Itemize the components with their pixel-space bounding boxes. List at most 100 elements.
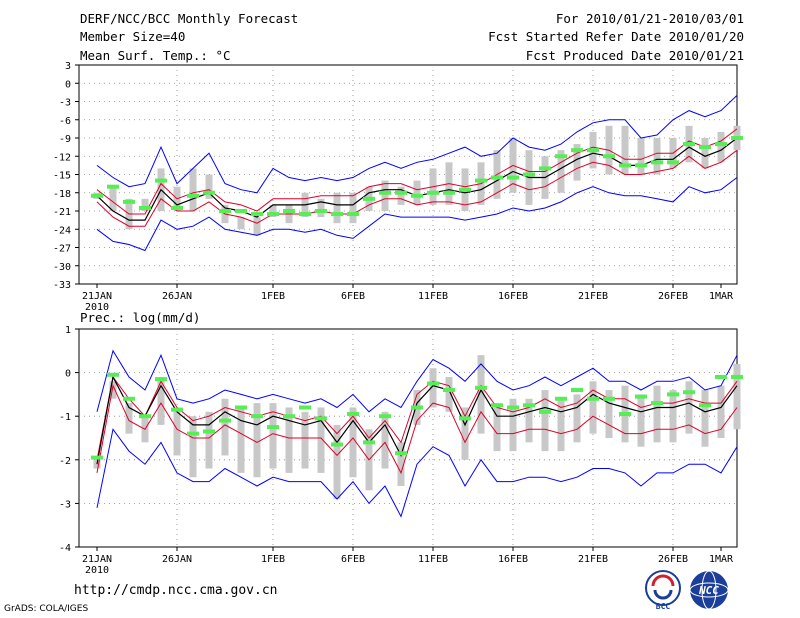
- precip-spread-box: [285, 407, 293, 473]
- temp-ytick-label: -3: [59, 98, 71, 109]
- precip-observed-marker: [539, 409, 551, 414]
- variable-label: Mean Surf. Temp.: °C: [80, 48, 231, 63]
- temp-spread-box: [573, 144, 581, 181]
- precip-observed-marker: [459, 416, 471, 421]
- precip-observed-marker: [507, 405, 519, 410]
- temp-spread-box: [141, 198, 149, 211]
- precip-series-lower-line: [96, 384, 738, 475]
- precip-observed-marker: [475, 385, 487, 390]
- bcc-logo: BCC: [645, 570, 681, 611]
- precip-observed-marker: [683, 390, 695, 395]
- precip-series-min-line: [96, 428, 738, 518]
- precip-spread-box: [381, 411, 389, 469]
- precip-spread-box: [189, 416, 197, 478]
- precip-observed-marker: [411, 405, 423, 410]
- temp-spread-box: [413, 180, 421, 205]
- precip-observed-marker: [107, 372, 119, 377]
- precip-observed-marker: [91, 455, 103, 460]
- temp-observed-marker: [571, 148, 583, 153]
- temp-spread-box: [109, 186, 117, 211]
- temp-observed-marker: [315, 209, 327, 213]
- precip-observed-marker: [219, 418, 231, 423]
- precip-observed-marker: [379, 414, 391, 419]
- temp-observed-marker: [555, 154, 567, 159]
- precip-observed-marker: [571, 388, 583, 393]
- temp-ytick-label: -12: [53, 152, 71, 163]
- precip-observed-marker: [267, 425, 279, 430]
- precip-series-mean-line: [96, 375, 738, 465]
- temp-xtick-label: 16FEB: [498, 291, 528, 302]
- temp-observed-marker: [603, 154, 615, 159]
- precip-spread-box: [589, 381, 597, 434]
- precip-xtick-label: 26JAN: [162, 554, 192, 565]
- temp-observed-marker: [187, 193, 199, 198]
- precip-spread-box: [685, 381, 693, 434]
- temp-spread-box: [381, 180, 389, 211]
- precip-spread-box: [637, 394, 645, 447]
- temp-observed-marker: [715, 142, 727, 147]
- precip-observed-marker: [427, 381, 439, 386]
- temp-observed-marker: [523, 172, 535, 177]
- precip-spread-box: [717, 385, 725, 438]
- temp-spread-box: [317, 198, 325, 218]
- precip-ytick-label: -2: [59, 456, 71, 467]
- temp-observed-marker: [235, 209, 247, 213]
- precip-spread-box: [461, 407, 469, 460]
- precip-observed-marker: [523, 403, 535, 408]
- precip-observed-marker: [651, 401, 663, 406]
- precip-observed-marker: [155, 377, 167, 382]
- precip-spread-box: [429, 368, 437, 408]
- temp-observed-marker: [219, 209, 231, 213]
- precip-observed-marker: [635, 394, 647, 399]
- temp-observed-marker: [331, 212, 343, 217]
- temp-ytick-label: -18: [53, 189, 71, 200]
- temp-observed-marker: [363, 196, 375, 201]
- temp-observed-marker: [107, 184, 119, 189]
- precip-observed-marker: [619, 412, 631, 417]
- precip-spread-box: [333, 424, 341, 500]
- temp-xtick-label: 26FEB: [658, 291, 688, 302]
- precip-observed-marker: [667, 392, 679, 397]
- temp-series-min-line: [96, 177, 738, 252]
- temp-ytick-label: -9: [59, 134, 71, 145]
- precip-observed-marker: [203, 429, 215, 434]
- precip-xtick-label: 1MAR: [709, 554, 734, 565]
- member-size-label: Member Size=40: [80, 29, 186, 44]
- temp-observed-marker: [379, 190, 391, 195]
- temp-xtick-label: 26JAN: [162, 291, 192, 302]
- precip-spread-box: [253, 403, 261, 478]
- precip-observed-marker: [123, 396, 135, 401]
- temp-ytick-label: -27: [53, 244, 71, 255]
- precip-xtick-label: 21FEB: [578, 554, 608, 565]
- precip-spread-box: [525, 398, 533, 443]
- temp-xtick-label: 21FEB: [578, 291, 608, 302]
- precip-spread-box: [701, 390, 709, 447]
- temp-observed-marker: [683, 142, 695, 147]
- temp-spread-box: [653, 138, 661, 175]
- precip-observed-marker: [443, 388, 455, 393]
- temp-spread-box: [349, 192, 357, 224]
- precip-observed-marker: [139, 414, 151, 419]
- temp-xtick-label: 11FEB: [418, 291, 448, 302]
- footer-url[interactable]: http://cmdp.ncc.cma.gov.cn: [74, 583, 278, 598]
- temp-ytick-label: 3: [65, 61, 71, 72]
- precip-ytick-label: -3: [59, 499, 71, 510]
- precip-spread-box: [557, 398, 565, 452]
- precip-observed-marker: [235, 405, 247, 410]
- forecast-period: For 2010/01/21-2010/03/01: [555, 11, 744, 26]
- temp-ytick-label: -33: [53, 280, 71, 291]
- precip-xtick-label: 11FEB: [418, 554, 448, 565]
- precip-xtick-label: 26FEB: [658, 554, 688, 565]
- precip-observed-marker: [283, 414, 295, 419]
- temp-ytick-label: -21: [53, 207, 71, 218]
- temp-spread-box: [269, 204, 277, 218]
- svg-text:NCC: NCC: [698, 584, 719, 597]
- ncc-logo: NCC: [689, 570, 729, 610]
- temp-xtick-label: 21JAN: [82, 291, 112, 302]
- precip-spread-box: [573, 394, 581, 443]
- precip-panel-title: Prec.: log(mm/d): [80, 310, 200, 325]
- temp-observed-marker: [251, 212, 263, 217]
- precip-observed-marker: [331, 442, 343, 447]
- precip-observed-marker: [251, 414, 263, 419]
